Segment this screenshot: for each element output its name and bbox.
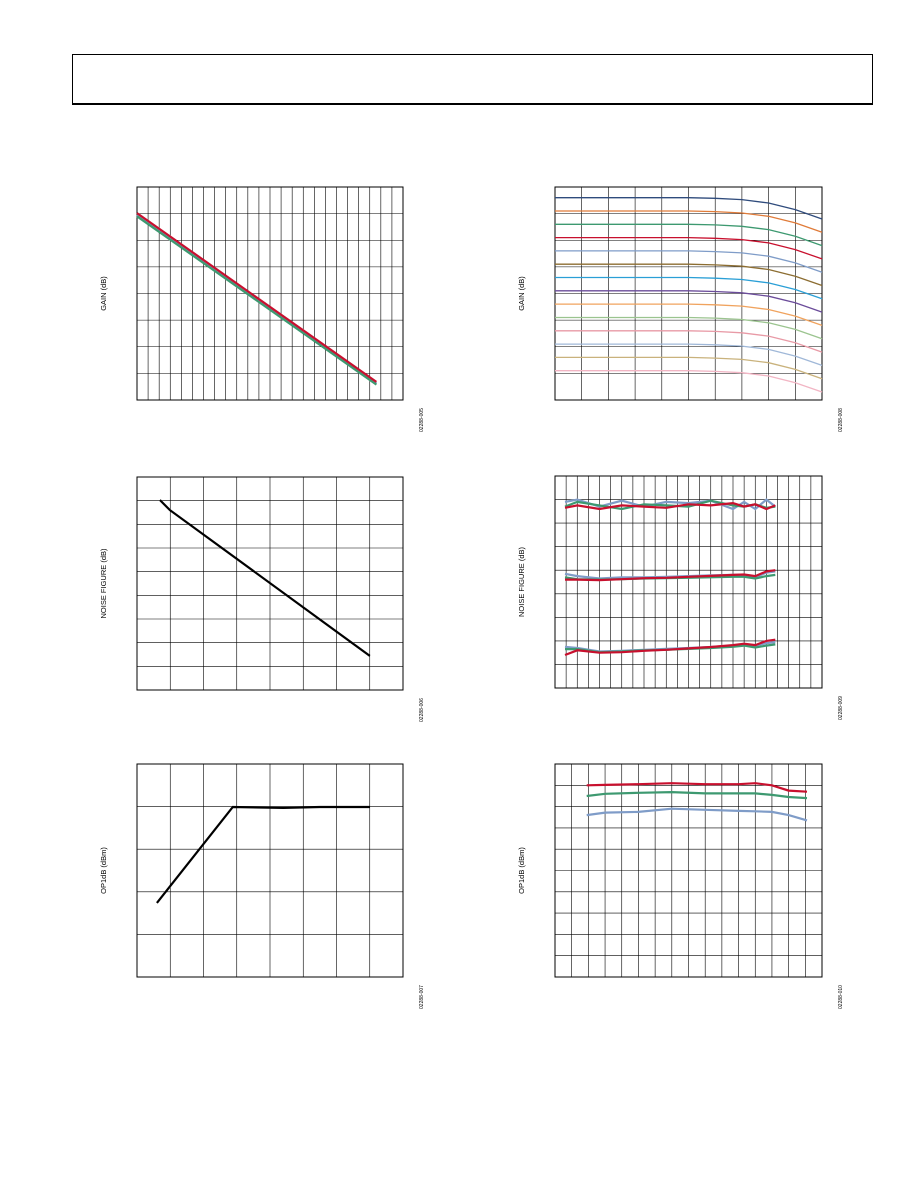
figure-id: 02288-006 <box>419 698 425 722</box>
series-line <box>555 316 823 340</box>
y-axis-label: GAIN (dB) <box>517 276 526 311</box>
y-axis-label: NOISE FIGURE (dB) <box>99 548 108 619</box>
header-box <box>72 54 873 105</box>
y-axis-label: OP1dB (dBm) <box>99 847 108 894</box>
figure-id: 02288-009 <box>838 696 844 720</box>
series-line <box>555 210 823 233</box>
series-line <box>555 370 823 393</box>
series-line <box>555 330 823 353</box>
series-line <box>136 215 378 386</box>
series-line <box>555 223 823 247</box>
series-line <box>555 276 823 300</box>
series-line <box>136 212 378 383</box>
series-line <box>565 569 776 582</box>
figure-id: 02288-008 <box>838 408 844 432</box>
plot-frame <box>554 475 823 689</box>
series-line <box>555 343 823 367</box>
plot-frame <box>136 186 404 401</box>
figure-id: 02288-010 <box>838 985 844 1009</box>
series-line <box>555 236 823 260</box>
series-line <box>586 790 808 800</box>
y-axis-label: NOISE FIGURE (dB) <box>517 546 526 617</box>
plot-frame <box>554 763 823 978</box>
series-line <box>555 303 823 327</box>
series-line <box>564 638 776 657</box>
series-line <box>159 499 371 657</box>
plot-frame <box>136 476 404 691</box>
plot-frame <box>136 763 404 978</box>
series-line <box>586 807 808 822</box>
series-line <box>555 290 823 313</box>
series-line <box>555 356 823 380</box>
plot-frame <box>554 186 823 401</box>
series-line <box>564 501 776 511</box>
series-line <box>586 782 808 793</box>
y-axis-label: OP1dB (dBm) <box>517 847 526 894</box>
series-line <box>555 263 823 287</box>
series-line <box>156 805 370 904</box>
series-line <box>555 197 823 220</box>
series-line <box>564 498 776 511</box>
y-axis-label: GAIN (dB) <box>99 276 108 311</box>
figure-id: 02288-007 <box>419 985 425 1009</box>
figure-id: 02288-005 <box>419 408 425 432</box>
series-line <box>555 250 823 273</box>
